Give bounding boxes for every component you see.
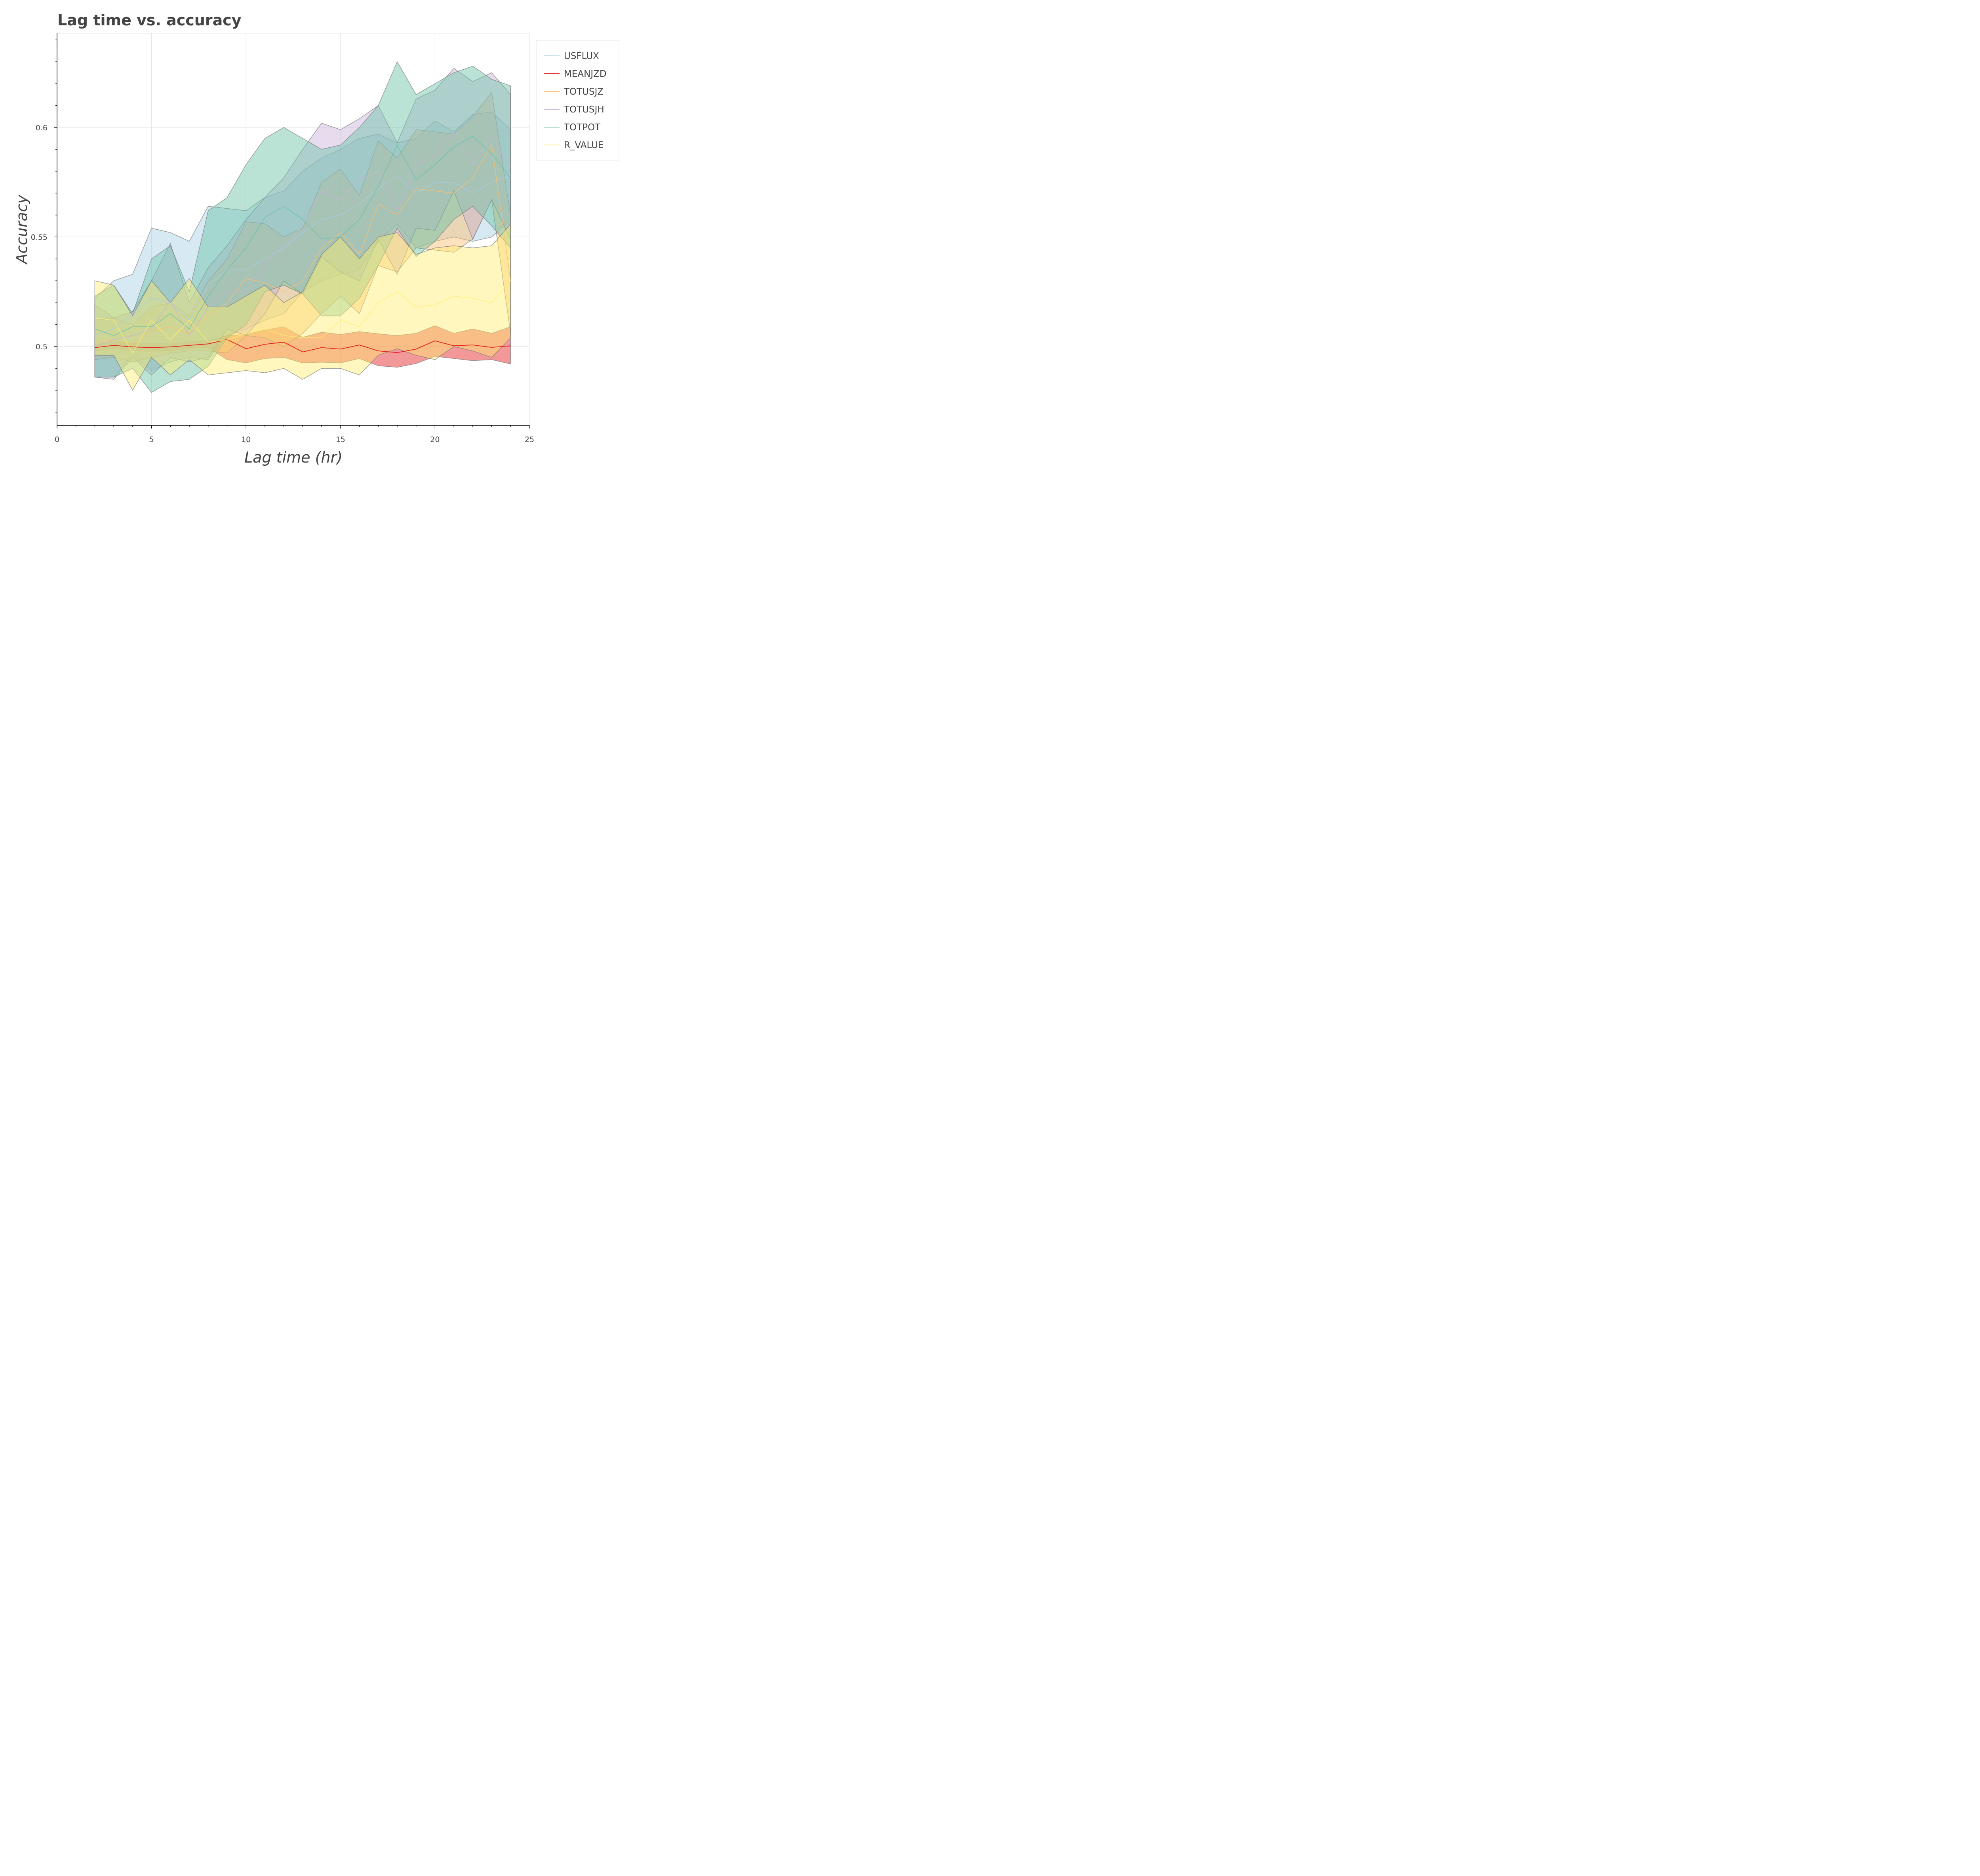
line-r_value [95,280,511,354]
legend-label-totusjz: TOTUSJZ [564,87,604,97]
band-meanjzd [94,325,511,368]
chart-title: Lag time vs. accuracy [57,11,242,29]
line-totusjz [95,144,511,345]
mean-lines [95,131,511,354]
x-tick-label: 25 [525,435,534,444]
legend-label-r_value: R_VALUE [564,140,604,150]
legend-label-usflux: USFLUX [564,51,599,61]
accuracy-chart: Lag time vs. accuracy 0 5 10 15 20 250.50.550… [13,11,619,466]
legend-box [536,40,619,161]
legend-label-totpot: TOTPOT [564,122,601,133]
x-tick-label: 20 [430,435,440,444]
chart-container: Lag time vs. accuracy 0 5 10 15 20 25 0.5 0.55 0… [0,0,621,477]
line-totusjh [95,131,511,347]
line-totpot [95,136,511,336]
x-tick-label: 5 [149,435,154,444]
legend-label-meanjzd: MEANJZD [564,69,607,79]
axes: 0 5 10 15 20 25 0.5 0.55 0.6 [31,33,534,444]
x-axis-label: Lag time (hr) [244,449,343,466]
legend-label-totusjh: TOTUSJH [564,105,604,115]
band-r_value [94,223,511,391]
legend: USFLUX MEANJZD TOTUSJZ TOTUSJH TOTPOT R_VALUE [536,40,619,161]
y-axis-label: Accuracy [13,194,30,265]
line-meanjzd [95,339,511,353]
x-tick-label: 0 [55,435,59,444]
x-tick-label: 15 [336,435,345,444]
x-tick-label: 10 [241,435,251,444]
y-tick-label: 0.5 [36,343,48,351]
line-usflux [95,175,511,336]
y-tick-label: 0.55 [31,233,48,242]
confidence-bands [94,61,511,393]
y-tick-label: 0.6 [36,124,48,132]
